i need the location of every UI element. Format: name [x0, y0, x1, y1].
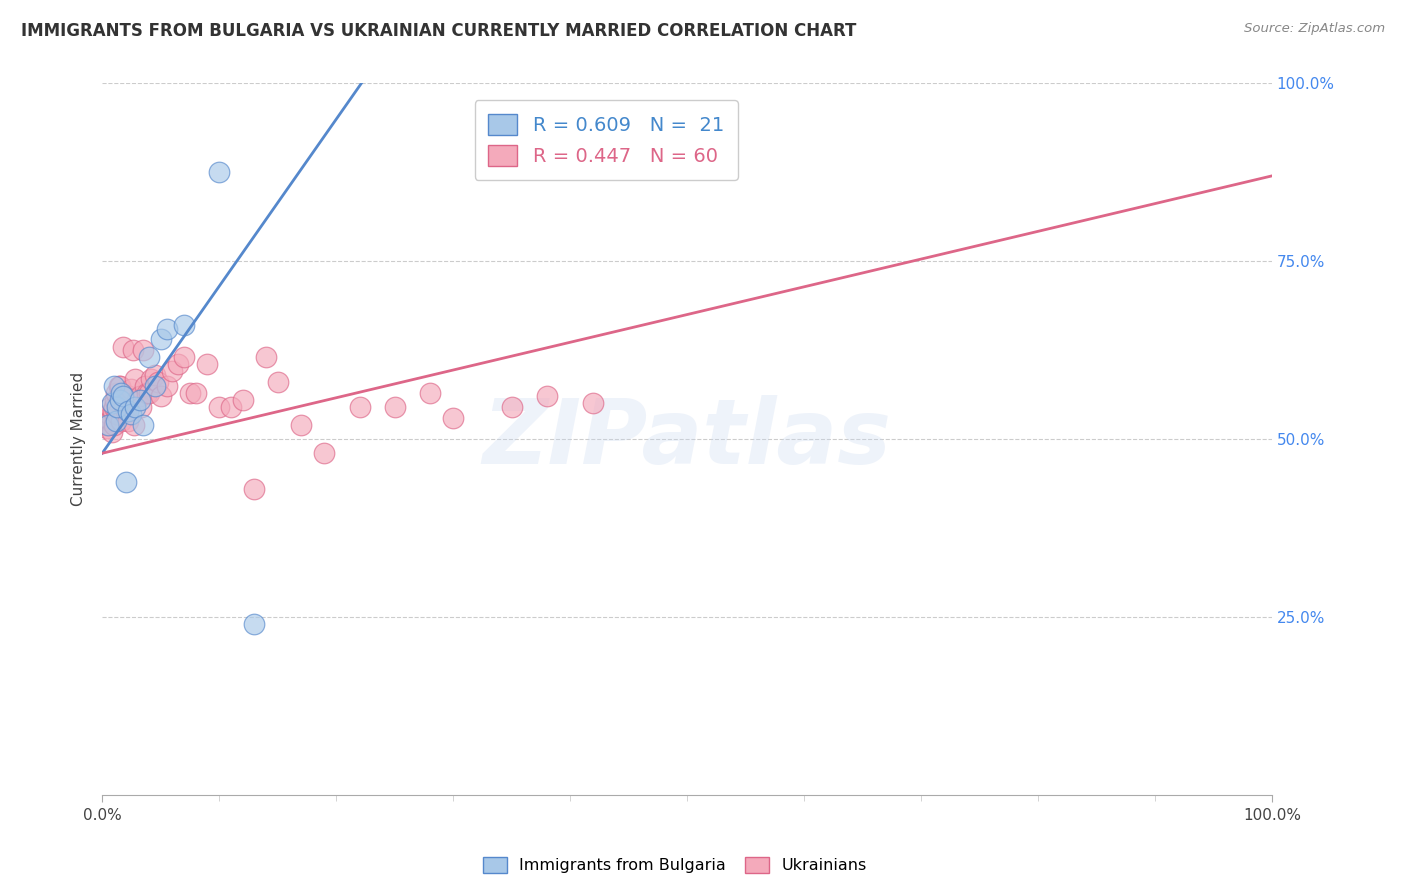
Point	[155, 322, 177, 336]
Point	[254, 350, 277, 364]
Point	[105, 414, 128, 428]
Point	[110, 414, 132, 428]
Point	[100, 425, 122, 439]
Point	[124, 400, 146, 414]
Point	[128, 392, 150, 407]
Point	[143, 378, 166, 392]
Point	[105, 385, 128, 400]
Point	[173, 350, 195, 364]
Point	[208, 400, 231, 414]
Text: Source: ZipAtlas.com: Source: ZipAtlas.com	[1244, 22, 1385, 36]
Legend: R = 0.609   N =  21, R = 0.447   N = 60: R = 0.609 N = 21, R = 0.447 N = 60	[475, 100, 738, 179]
Point	[100, 396, 122, 410]
Point	[179, 385, 201, 400]
Point	[101, 403, 124, 417]
Point	[117, 414, 139, 428]
Point	[384, 400, 406, 414]
Point	[97, 417, 120, 432]
Point	[107, 378, 129, 392]
Point	[114, 475, 136, 489]
Point	[122, 417, 145, 432]
Point	[114, 403, 136, 417]
Point	[103, 417, 125, 432]
Point	[138, 350, 160, 364]
Point	[232, 392, 254, 407]
Point	[148, 375, 170, 389]
Point	[197, 357, 219, 371]
Point	[132, 417, 155, 432]
Point	[138, 385, 160, 400]
Point	[107, 407, 129, 421]
Point	[208, 165, 231, 179]
Point	[582, 396, 605, 410]
Point	[134, 378, 156, 392]
Point	[349, 400, 371, 414]
Point	[141, 371, 163, 385]
Point	[501, 400, 523, 414]
Point	[441, 410, 464, 425]
Point	[243, 482, 266, 496]
Point	[100, 400, 122, 414]
Point	[149, 333, 172, 347]
Point	[155, 378, 177, 392]
Point	[112, 389, 135, 403]
Point	[97, 410, 120, 425]
Point	[103, 400, 125, 414]
Point	[167, 357, 190, 371]
Text: ZIPatlas: ZIPatlas	[482, 395, 891, 483]
Point	[219, 400, 242, 414]
Point	[112, 340, 135, 354]
Point	[143, 368, 166, 382]
Point	[120, 407, 142, 421]
Point	[107, 400, 129, 414]
Point	[419, 385, 441, 400]
Point	[536, 389, 558, 403]
Point	[121, 343, 143, 358]
Point	[243, 616, 266, 631]
Point	[135, 385, 157, 400]
Point	[132, 343, 155, 358]
Point	[98, 407, 121, 421]
Point	[108, 378, 131, 392]
Point	[117, 403, 139, 417]
Point	[173, 318, 195, 333]
Point	[108, 392, 131, 407]
Point	[103, 378, 125, 392]
Point	[114, 400, 136, 414]
Point	[127, 392, 149, 407]
Point	[124, 371, 146, 385]
Point	[110, 385, 132, 400]
Point	[266, 375, 288, 389]
Point	[111, 392, 134, 407]
Point	[128, 389, 150, 403]
Point	[94, 417, 117, 432]
Point	[100, 414, 122, 428]
Point	[184, 385, 207, 400]
Point	[104, 392, 127, 407]
Point	[118, 389, 141, 403]
Point	[129, 400, 152, 414]
Legend: Immigrants from Bulgaria, Ukrainians: Immigrants from Bulgaria, Ukrainians	[477, 850, 873, 880]
Point	[115, 392, 138, 407]
Y-axis label: Currently Married: Currently Married	[72, 372, 86, 506]
Point	[314, 446, 336, 460]
Text: IMMIGRANTS FROM BULGARIA VS UKRAINIAN CURRENTLY MARRIED CORRELATION CHART: IMMIGRANTS FROM BULGARIA VS UKRAINIAN CU…	[21, 22, 856, 40]
Point	[162, 364, 184, 378]
Point	[149, 389, 172, 403]
Point	[96, 421, 118, 435]
Point	[290, 417, 312, 432]
Point	[120, 382, 142, 396]
